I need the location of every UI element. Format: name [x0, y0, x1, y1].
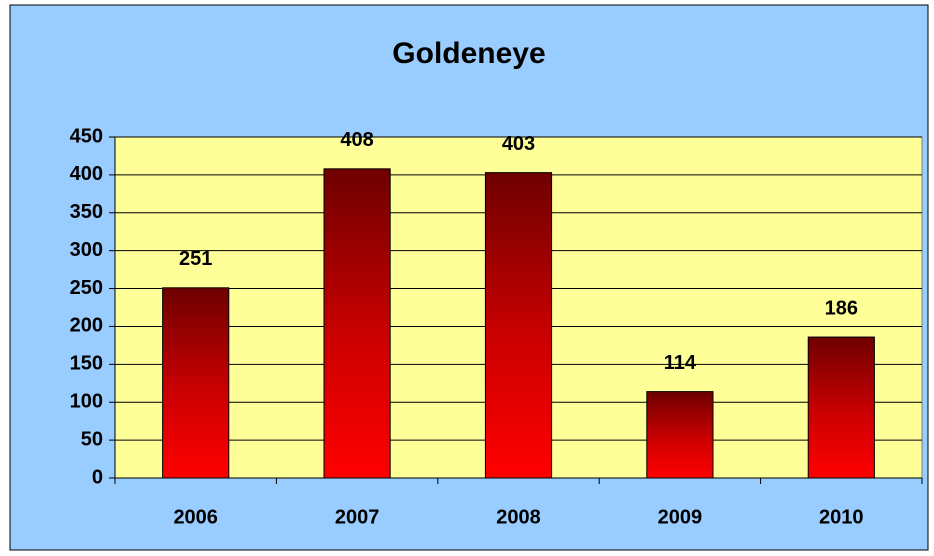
data-label: 251: [179, 248, 212, 270]
data-label: 186: [825, 297, 858, 319]
x-tick-label: 2010: [819, 506, 864, 528]
y-tick-label: 0: [92, 466, 103, 488]
x-tick-label: 2007: [335, 506, 380, 528]
data-label: 114: [664, 352, 697, 374]
y-tick-label: 250: [70, 277, 103, 299]
x-tick-label: 2006: [173, 506, 218, 528]
bar: [807, 336, 875, 479]
x-tick-label: 2008: [496, 506, 541, 528]
y-tick-label: 200: [70, 315, 103, 337]
y-tick-label: 450: [70, 125, 103, 147]
data-label: 403: [502, 133, 535, 155]
y-tick-label: 150: [70, 353, 103, 375]
bar: [484, 172, 553, 479]
y-tick-label: 300: [70, 239, 103, 261]
y-tick-label: 400: [70, 163, 103, 185]
bar: [646, 391, 714, 479]
y-tick-label: 100: [70, 391, 103, 413]
data-label: 408: [340, 129, 373, 151]
x-tick-label: 2009: [658, 506, 703, 528]
y-tick-label: 50: [81, 428, 103, 450]
bar: [323, 168, 391, 479]
bar: [162, 287, 230, 479]
chart-title: Goldeneye: [392, 37, 545, 70]
y-tick-label: 350: [70, 201, 103, 223]
